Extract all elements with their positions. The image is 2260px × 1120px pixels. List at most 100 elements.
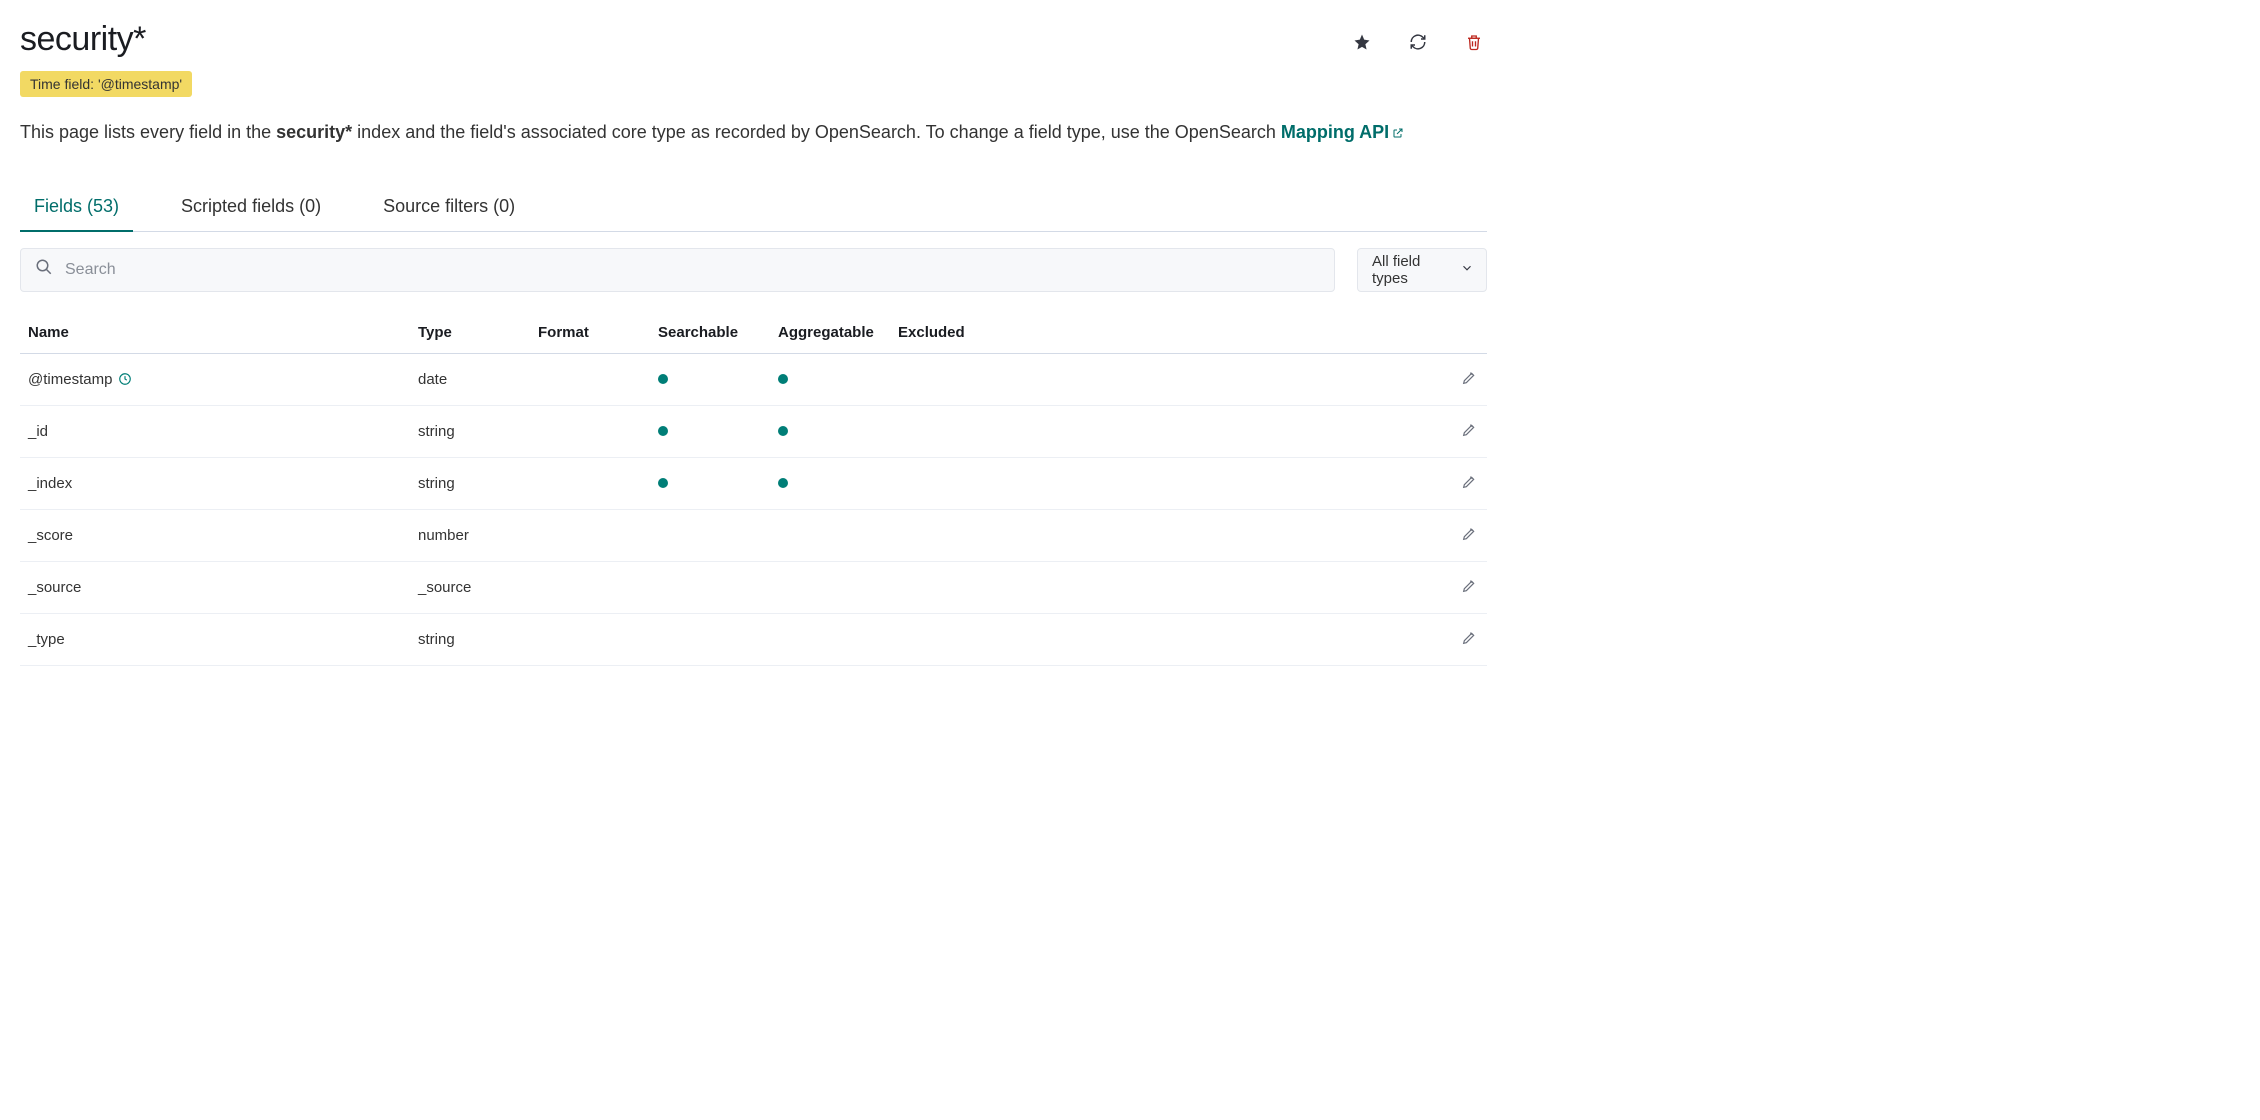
page-description: This page lists every field in the secur… (20, 119, 1487, 148)
pencil-icon (1461, 374, 1477, 389)
col-header-format[interactable]: Format (530, 314, 650, 354)
dot-icon (658, 478, 668, 488)
description-pre: This page lists every field in the (20, 122, 276, 142)
field-name: _type (28, 631, 65, 648)
cell-name: _score (20, 509, 410, 561)
dot-icon (658, 426, 668, 436)
cell-type: string (410, 405, 530, 457)
table-row: _index string (20, 457, 1487, 509)
tabs: Fields (53) Scripted fields (0) Source f… (20, 186, 1487, 232)
cell-edit (1447, 457, 1487, 509)
table-row: _source_source (20, 561, 1487, 613)
cell-name: _type (20, 613, 410, 665)
cell-edit (1447, 405, 1487, 457)
mapping-api-link-text: Mapping API (1281, 122, 1389, 142)
dot-icon (778, 374, 788, 384)
tab-scripted[interactable]: Scripted fields (0) (167, 186, 335, 231)
cell-aggregatable (770, 613, 890, 665)
header-actions (1349, 20, 1487, 59)
cell-name: _index (20, 457, 410, 509)
table-row: _score number (20, 509, 1487, 561)
cell-type: _source (410, 561, 530, 613)
time-field-badge: Time field: '@timestamp' (20, 71, 192, 97)
col-header-aggregatable[interactable]: Aggregatable (770, 314, 890, 354)
edit-field-button[interactable] (1459, 368, 1479, 391)
clock-icon (118, 372, 132, 386)
cell-aggregatable (770, 405, 890, 457)
cell-edit (1447, 353, 1487, 405)
col-header-excluded[interactable]: Excluded (890, 314, 1447, 354)
edit-field-button[interactable] (1459, 628, 1479, 651)
cell-aggregatable (770, 509, 890, 561)
cell-name: @timestamp (20, 353, 410, 405)
field-name: _index (28, 475, 72, 492)
search-input[interactable] (63, 260, 1320, 280)
field-name: _id (28, 423, 48, 440)
cell-type: string (410, 457, 530, 509)
delete-button[interactable] (1461, 28, 1487, 59)
description-mid: index and the field's associated core ty… (352, 122, 1281, 142)
cell-edit (1447, 561, 1487, 613)
edit-field-button[interactable] (1459, 472, 1479, 495)
table-row: @timestamp date (20, 353, 1487, 405)
fields-table: Name Type Format Searchable Aggregatable… (20, 314, 1487, 666)
tab-source[interactable]: Source filters (0) (369, 186, 529, 231)
pencil-icon (1461, 426, 1477, 441)
edit-field-button[interactable] (1459, 524, 1479, 547)
cell-format (530, 405, 650, 457)
cell-excluded (890, 613, 1447, 665)
cell-format (530, 561, 650, 613)
table-row: _id string (20, 405, 1487, 457)
cell-format (530, 509, 650, 561)
field-type-filter[interactable]: All field types (1357, 248, 1487, 292)
cell-format (530, 457, 650, 509)
set-default-button[interactable] (1349, 29, 1375, 58)
cell-type: number (410, 509, 530, 561)
dot-icon (778, 426, 788, 436)
cell-name: _source (20, 561, 410, 613)
field-type-filter-label: All field types (1372, 253, 1460, 287)
search-icon (35, 258, 53, 281)
page-title: security* (20, 20, 192, 59)
cell-edit (1447, 509, 1487, 561)
mapping-api-link[interactable]: Mapping API (1281, 122, 1404, 142)
cell-excluded (890, 561, 1447, 613)
cell-searchable (650, 353, 770, 405)
description-index-name: security* (276, 122, 352, 142)
cell-format (530, 353, 650, 405)
field-name: @timestamp (28, 371, 112, 388)
cell-excluded (890, 457, 1447, 509)
col-header-name[interactable]: Name (20, 314, 410, 354)
edit-field-button[interactable] (1459, 576, 1479, 599)
cell-excluded (890, 509, 1447, 561)
search-box[interactable] (20, 248, 1335, 292)
cell-type: date (410, 353, 530, 405)
cell-excluded (890, 353, 1447, 405)
cell-searchable (650, 457, 770, 509)
pencil-icon (1461, 530, 1477, 545)
cell-format (530, 613, 650, 665)
cell-edit (1447, 613, 1487, 665)
refresh-button[interactable] (1405, 29, 1431, 58)
cell-searchable (650, 561, 770, 613)
dot-icon (778, 478, 788, 488)
cell-excluded (890, 405, 1447, 457)
chevron-down-icon (1460, 261, 1474, 279)
cell-aggregatable (770, 457, 890, 509)
refresh-icon (1409, 33, 1427, 54)
pencil-icon (1461, 478, 1477, 493)
col-header-searchable[interactable]: Searchable (650, 314, 770, 354)
cell-searchable (650, 405, 770, 457)
table-row: _type string (20, 613, 1487, 665)
col-header-type[interactable]: Type (410, 314, 530, 354)
cell-aggregatable (770, 353, 890, 405)
tab-fields[interactable]: Fields (53) (20, 186, 133, 231)
cell-type: string (410, 613, 530, 665)
dot-icon (658, 374, 668, 384)
cell-searchable (650, 613, 770, 665)
field-name: _score (28, 527, 73, 544)
cell-name: _id (20, 405, 410, 457)
edit-field-button[interactable] (1459, 420, 1479, 443)
star-icon (1353, 33, 1371, 54)
cell-searchable (650, 509, 770, 561)
